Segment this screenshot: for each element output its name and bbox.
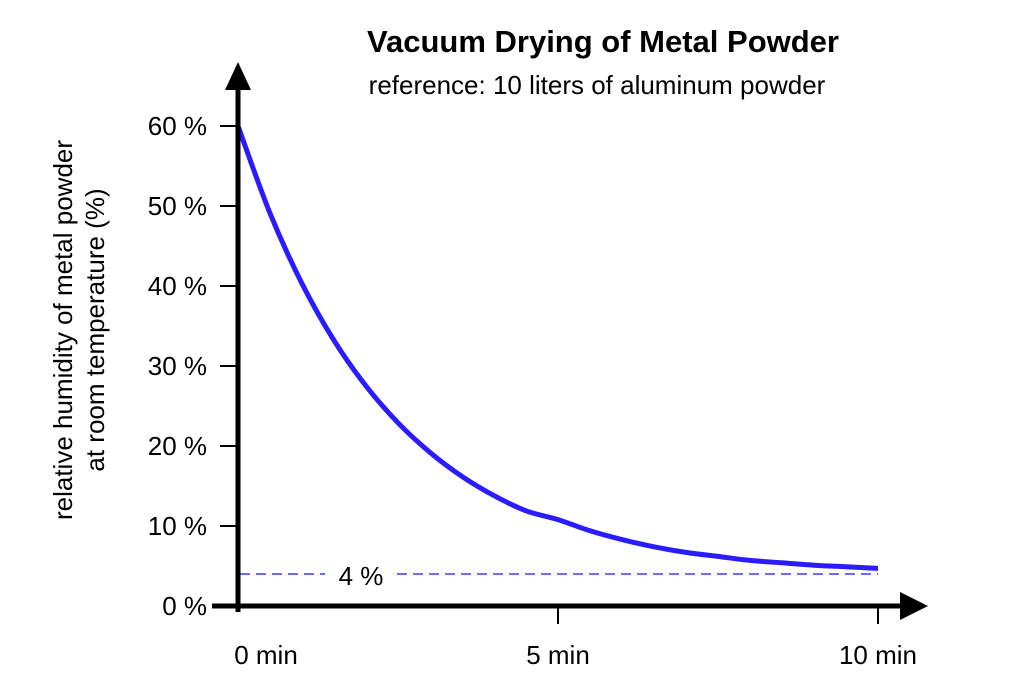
y-axis-arrow bbox=[225, 62, 251, 90]
y-axis-label-line-2: at room temperature (%) bbox=[80, 188, 110, 471]
y-tick-label: 40 % bbox=[148, 271, 207, 301]
y-tick-label: 30 % bbox=[148, 351, 207, 381]
chart-subtitle: reference: 10 liters of aluminum powder bbox=[369, 70, 826, 100]
x-tick-label: 10 min bbox=[839, 640, 917, 670]
series-line bbox=[235, 125, 879, 571]
x-tick-label: 0 min bbox=[234, 640, 298, 670]
y-tick-label: 0 % bbox=[162, 591, 207, 621]
chart-title: Vacuum Drying of Metal Powder bbox=[367, 24, 839, 59]
y-tick-label: 60 % bbox=[148, 111, 207, 141]
y-tick-label: 50 % bbox=[148, 191, 207, 221]
reference-line-label: 4 % bbox=[339, 561, 384, 591]
x-axis-arrow bbox=[900, 592, 928, 620]
y-axis-label-line-1: relative humidity of metal powder bbox=[48, 140, 78, 520]
x-tick-label: 5 min bbox=[526, 640, 590, 670]
y-tick-label: 20 % bbox=[148, 431, 207, 461]
y-tick-label: 10 % bbox=[148, 511, 207, 541]
